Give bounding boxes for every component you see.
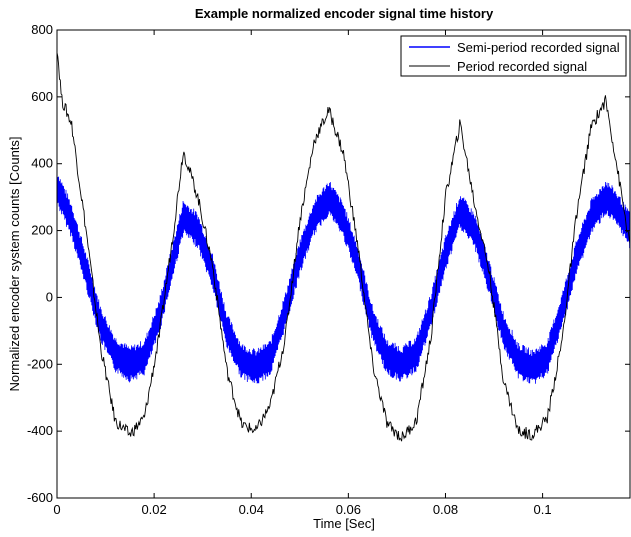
y-tick-label: -200 — [27, 356, 53, 371]
y-tick-label: 400 — [31, 156, 53, 171]
y-tick-label: 200 — [31, 223, 53, 238]
legend-label-semi-period: Semi-period recorded signal — [457, 40, 620, 55]
y-tick-label: -600 — [27, 490, 53, 505]
y-tick-label: 800 — [31, 22, 53, 37]
x-axis: 0 0.02 0.04 0.06 0.08 0.1 — [53, 30, 552, 517]
y-tick-label: -400 — [27, 423, 53, 438]
series-semi-period-line — [57, 172, 631, 384]
x-tick-label: 0.1 — [534, 502, 552, 517]
legend-label-period: Period recorded signal — [457, 59, 587, 74]
x-tick-label: 0.04 — [239, 502, 264, 517]
chart-title: Example normalized encoder signal time h… — [195, 6, 494, 21]
y-axis: -600 -400 -200 0 200 400 600 800 — [27, 22, 630, 505]
x-axis-label: Time [Sec] — [313, 516, 375, 531]
axes-box — [56, 29, 631, 499]
legend: Semi-period recorded signal Period recor… — [400, 35, 627, 77]
series-layer — [57, 52, 631, 442]
series-period-line — [57, 52, 631, 442]
x-tick-label: 0.08 — [433, 502, 458, 517]
y-tick-label: 0 — [46, 289, 53, 304]
x-tick-label: 0.06 — [336, 502, 361, 517]
y-axis-label: Normalized encoder system counts [Counts… — [7, 136, 22, 391]
x-tick-label: 0.02 — [141, 502, 166, 517]
legend-box — [400, 35, 627, 77]
y-tick-label: 600 — [31, 89, 53, 104]
plot-area — [57, 30, 631, 498]
x-tick-label: 0 — [53, 502, 60, 517]
